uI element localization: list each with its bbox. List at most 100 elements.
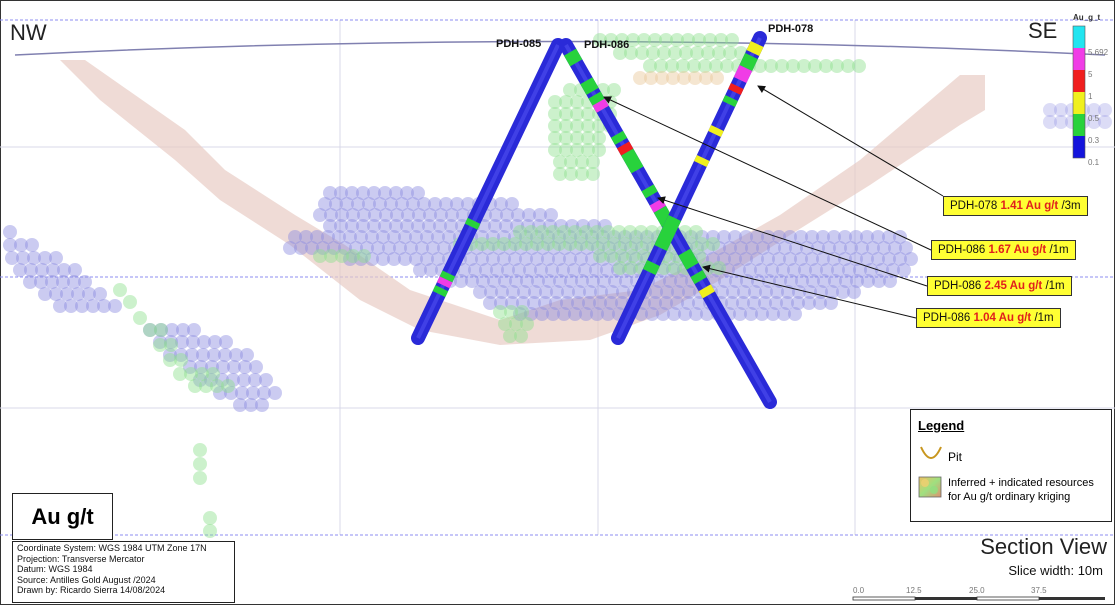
resource-block [68,263,82,277]
color-scale-swatch [1073,114,1085,136]
resource-block [249,360,263,374]
color-scale-swatch [1073,70,1085,92]
resource-block [852,59,866,73]
callout-grade: 1.04 Au g/t [974,312,1032,324]
callout-pdh086-1: PDH-086 1.67 Au g/t /1m [931,240,1076,260]
resource-block [255,398,269,412]
resource-block [607,83,621,97]
scale-label: 37.5 [1031,586,1047,595]
legend-title: Legend [918,418,964,433]
color-scale-label: 0.5 [1088,114,1099,123]
resource-block [1098,115,1112,129]
callout-pdh086-3: PDH-086 1.04 Au g/t /1m [916,308,1061,328]
resource-swatch-icon [918,476,942,498]
assay-interval [740,68,746,80]
resource-block [357,249,371,263]
resource-block [203,511,217,525]
resource-block [259,373,273,387]
assay-interval [697,273,701,280]
color-scale-label: 0.1 [1088,158,1099,167]
callout-pdh078: PDH-078 1.41 Au g/t /3m [943,196,1088,216]
color-scale-label: 5.692 [1088,48,1108,57]
assay-interval [471,221,474,227]
resource-block [221,379,235,393]
resource-block [710,71,724,85]
hole-label-pdh078: PDH-078 [768,23,813,35]
color-scale-label: 0.3 [1088,136,1099,145]
hole-label-pdh085: PDH-085 [496,38,541,50]
grade-title-box: Au g/t [12,493,113,540]
color-scale-label: 5 [1088,70,1092,79]
assay-interval [734,86,737,92]
assay-interval [586,81,592,92]
resource-block [592,143,606,157]
color-scale-swatch [1073,136,1085,158]
legend-pit-label: Pit [948,450,962,464]
color-scale-title: Au_g_t [1073,13,1100,22]
resource-block [193,471,207,485]
assay-interval [623,145,627,152]
resource-block [268,386,282,400]
resource-block [3,225,17,239]
callout-grade: 2.45 Au g/t [985,280,1043,292]
callout-interval: /1m [1042,280,1064,292]
info-coordinate-system: Coordinate System: WGS 1984 UTM Zone 17N [17,543,230,554]
resource-block [93,287,107,301]
scale-label: 0.0 [853,586,864,595]
assay-interval [656,202,660,209]
resource-block [520,317,534,331]
assay-interval [729,98,732,104]
scale-label: 12.5 [906,586,922,595]
assay-interval [715,128,718,134]
resource-block [25,238,39,252]
assay-interval [443,279,446,285]
resource-block [203,524,217,538]
assay-interval [648,188,652,195]
resource-block [788,307,802,321]
color-scale-bar [1073,26,1085,158]
direction-nw: NW [10,20,47,46]
section-view-title: Section View [980,534,1107,560]
info-drawn-by: Drawn by: Ricardo Sierra 14/08/2024 [17,585,230,596]
info-source: Source: Antilles Gold August /2024 [17,575,230,586]
assay-interval [446,274,449,280]
scale-label: 25.0 [969,586,985,595]
resource-block [123,295,137,309]
resource-block [193,443,207,457]
callout-hole: PDH-086 [923,312,970,324]
callout-interval: /1m [1046,244,1068,256]
callout-interval: /1m [1031,312,1053,324]
resource-block [187,323,201,337]
assay-interval [617,134,621,141]
legend-resources-line2: for Au g/t ordinary kriging [948,491,1070,503]
info-datum: Datum: WGS 1984 [17,564,230,575]
legend-resources-label: Inferred + indicated resources for Au g/… [948,476,1094,504]
legend-box: Legend Pit Inferred + indicated resource… [910,409,1112,522]
assay-interval [439,288,442,294]
resource-block [514,329,528,343]
resource-block [586,155,600,169]
color-scale-label: 1 [1088,92,1092,101]
hole-label-pdh086: PDH-086 [584,39,629,51]
scale-bar [853,597,1105,600]
slice-width-label: Slice width: 10m [1008,563,1103,578]
color-scale-swatch [1073,92,1085,114]
resource-block [706,237,720,251]
assay-interval [649,263,653,272]
resource-block [113,283,127,297]
assay-interval [599,102,603,109]
resource-block [586,167,600,181]
callout-grade: 1.41 Au g/t [1001,200,1059,212]
assay-interval [746,56,752,68]
resource-block [883,274,897,288]
resource-block [515,305,529,319]
assay-interval [700,158,703,164]
resource-block [592,131,606,145]
assay-interval [705,288,709,295]
resource-block [1098,103,1112,117]
resource-block [154,323,168,337]
map-info-box: Coordinate System: WGS 1984 UTM Zone 17N… [12,541,235,603]
resource-block [725,33,739,47]
callout-interval: /3m [1058,200,1080,212]
resource-block [108,299,122,313]
